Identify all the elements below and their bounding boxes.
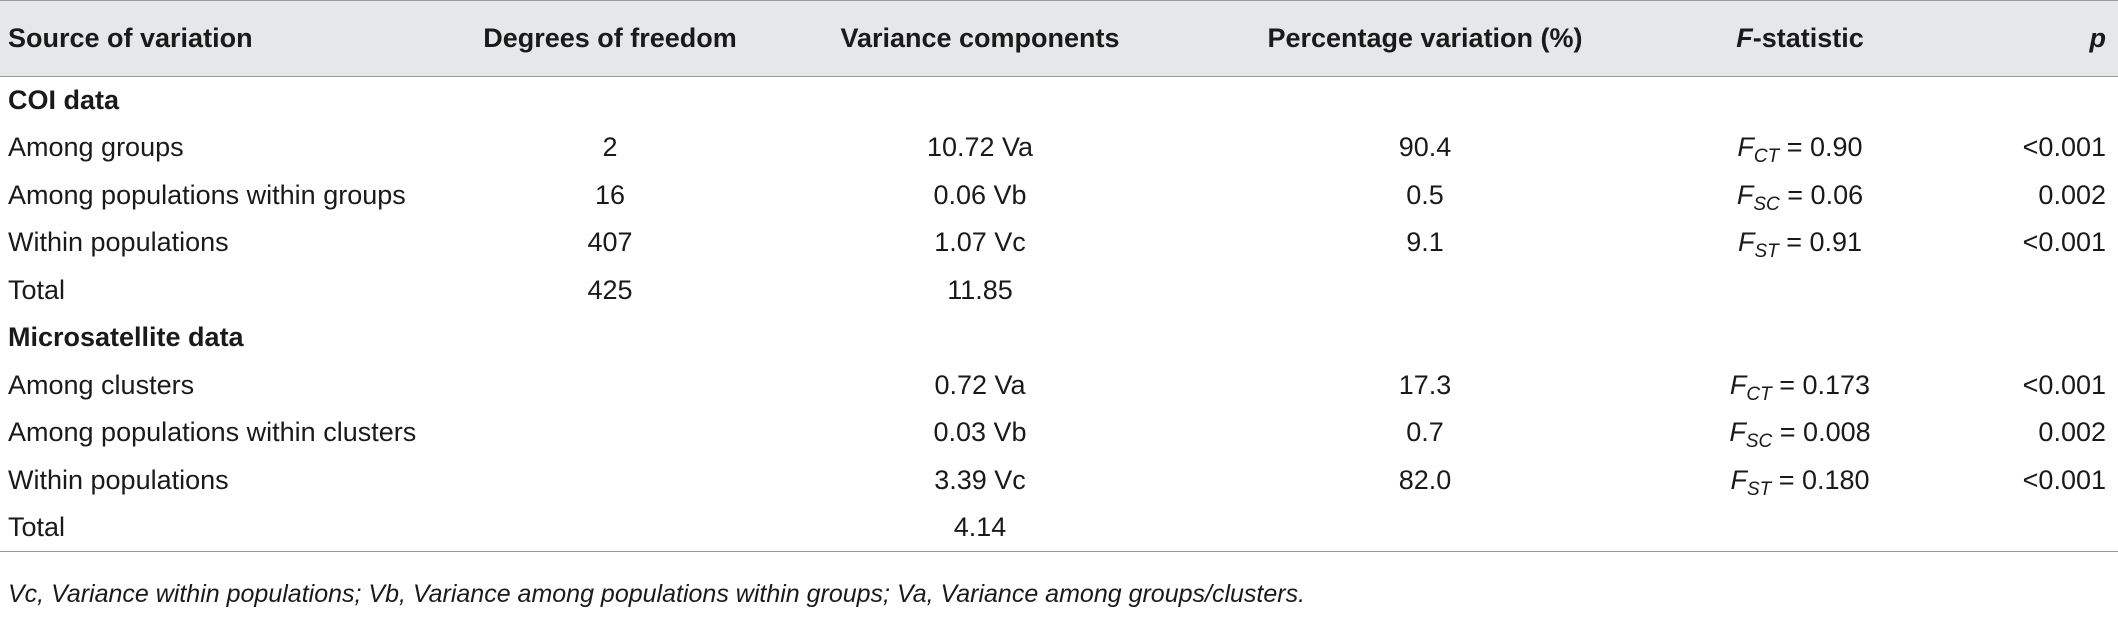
table-footnote: Vc, Variance within populations; Vb, Var…: [8, 580, 1306, 608]
header-source: Source of variation: [0, 0, 460, 77]
f-letter: F: [1736, 179, 1754, 210]
cell-variance: 0.03 Vb: [933, 417, 1027, 448]
cell-source: Within populations: [8, 227, 229, 258]
cell-p: <0.001: [2022, 227, 2106, 258]
cell-variance: 1.07 Vc: [934, 227, 1026, 258]
f-letter: F: [1737, 132, 1754, 163]
table-row: Within populations 3.39 Vc 82.0 FST = 0.…: [0, 457, 2118, 505]
cell-source: Total: [0, 504, 460, 552]
cell-source: Among clusters: [8, 369, 195, 400]
cell-percentage: 0.5: [1406, 179, 1444, 210]
cell-p: <0.001: [2022, 464, 2106, 495]
table-header: Source of variation Degrees of freedom V…: [0, 0, 2118, 77]
cell-df: 16: [594, 179, 626, 210]
cell-source: Among populations within clusters: [8, 417, 417, 448]
cell-f-statistic: FCT = 0.173: [1650, 362, 1950, 410]
amova-table: Source of variation Degrees of freedom V…: [0, 0, 2118, 552]
cell-df: 425: [587, 274, 633, 305]
cell-df: [460, 362, 760, 410]
table-row: Among populations within clusters 0.03 V…: [0, 409, 2118, 457]
cell-percentage: [1200, 267, 1650, 315]
header-f-rest: -statistic: [1752, 23, 1864, 53]
f-value: = 0.173: [1771, 369, 1871, 400]
cell-percentage: 0.7: [1406, 417, 1444, 448]
cell-f-statistic: FCT = 0.90: [1650, 124, 1950, 172]
cell-df: [460, 504, 760, 552]
table-row: Total 4.14: [0, 504, 2118, 552]
cell-p: [1950, 267, 2118, 315]
f-value: = 0.06: [1779, 179, 1864, 210]
header-row: Source of variation Degrees of freedom V…: [0, 0, 2118, 77]
f-value: = 0.008: [1772, 417, 1871, 448]
table-row: Within populations 407 1.07 Vc 9.1 FST =…: [0, 219, 2118, 267]
f-value: = 0.90: [1779, 132, 1863, 163]
cell-percentage: 9.1: [1406, 227, 1444, 258]
cell-f-statistic: [1650, 267, 1950, 315]
cell-p: 0.002: [2038, 417, 2106, 448]
table-body: COI data Among groups 2 10.72 Va 90.4 FC…: [0, 77, 2118, 552]
cell-variance: 0.06 Vb: [933, 179, 1027, 210]
section-row-coi: COI data: [0, 77, 2118, 125]
cell-percentage: [1200, 504, 1650, 552]
cell-source: Total: [8, 274, 66, 305]
cell-f-statistic: FST = 0.91: [1650, 219, 1950, 267]
cell-source: Among populations within groups: [8, 179, 406, 210]
cell-variance: 3.39 Vc: [934, 464, 1026, 495]
cell-df: 407: [587, 227, 633, 258]
header-percentage-variation: Percentage variation (%): [1200, 0, 1650, 77]
section-title: Microsatellite data: [8, 322, 244, 353]
table-row: Among populations within groups 16 0.06 …: [0, 172, 2118, 220]
header-p-letter: p: [2089, 23, 2107, 53]
cell-df: [460, 457, 760, 505]
header-degrees-of-freedom: Degrees of freedom: [460, 0, 760, 77]
cell-df: [460, 409, 760, 457]
cell-source: Among groups: [8, 132, 184, 163]
header-f-letter: F: [1736, 23, 1753, 53]
cell-f-statistic: FSC = 0.008: [1650, 409, 1950, 457]
cell-f-statistic: FST = 0.180: [1650, 457, 1950, 505]
cell-variance: 11.85: [947, 274, 1013, 305]
header-variance-components: Variance components: [760, 0, 1200, 77]
cell-df: 2: [602, 132, 618, 163]
f-letter: F: [1729, 369, 1747, 400]
f-subscript: SC: [1753, 193, 1780, 215]
cell-source: Within populations: [8, 464, 229, 495]
f-subscript: CT: [1746, 383, 1772, 405]
section-title: COI data: [8, 85, 120, 115]
f-letter: F: [1730, 464, 1747, 495]
f-letter: F: [1729, 417, 1746, 448]
cell-variance: 4.14: [760, 504, 1200, 552]
header-p: p: [1950, 0, 2118, 77]
f-subscript: ST: [1746, 478, 1772, 500]
cell-variance: 10.72 Va: [926, 132, 1034, 163]
amova-table-container: Source of variation Degrees of freedom V…: [0, 0, 2118, 552]
f-value: = 0.91: [1778, 227, 1863, 258]
f-letter: F: [1737, 227, 1755, 258]
cell-f-statistic: [1650, 504, 1950, 552]
f-subscript: ST: [1754, 241, 1779, 263]
table-row: Among groups 2 10.72 Va 90.4 FCT = 0.90 …: [0, 124, 2118, 172]
header-f-statistic: F-statistic: [1650, 0, 1950, 77]
cell-p: 0.002: [2038, 179, 2106, 210]
cell-p: [1950, 504, 2118, 552]
table-row: Total 425 11.85: [0, 267, 2118, 315]
cell-p: <0.001: [2022, 132, 2106, 163]
cell-percentage: 82.0: [1398, 464, 1452, 495]
cell-f-statistic: FSC = 0.06: [1650, 172, 1950, 220]
section-row-microsatellite: Microsatellite data: [0, 314, 2118, 362]
cell-p: <0.001: [2022, 369, 2106, 400]
f-subscript: SC: [1745, 431, 1773, 453]
cell-percentage: 17.3: [1398, 369, 1452, 400]
cell-percentage: 90.4: [1398, 132, 1452, 163]
f-value: = 0.180: [1771, 464, 1870, 495]
cell-variance: 0.72 Va: [934, 369, 1026, 400]
f-subscript: CT: [1753, 146, 1780, 168]
table-row: Among clusters 0.72 Va 17.3 FCT = 0.173 …: [0, 362, 2118, 410]
